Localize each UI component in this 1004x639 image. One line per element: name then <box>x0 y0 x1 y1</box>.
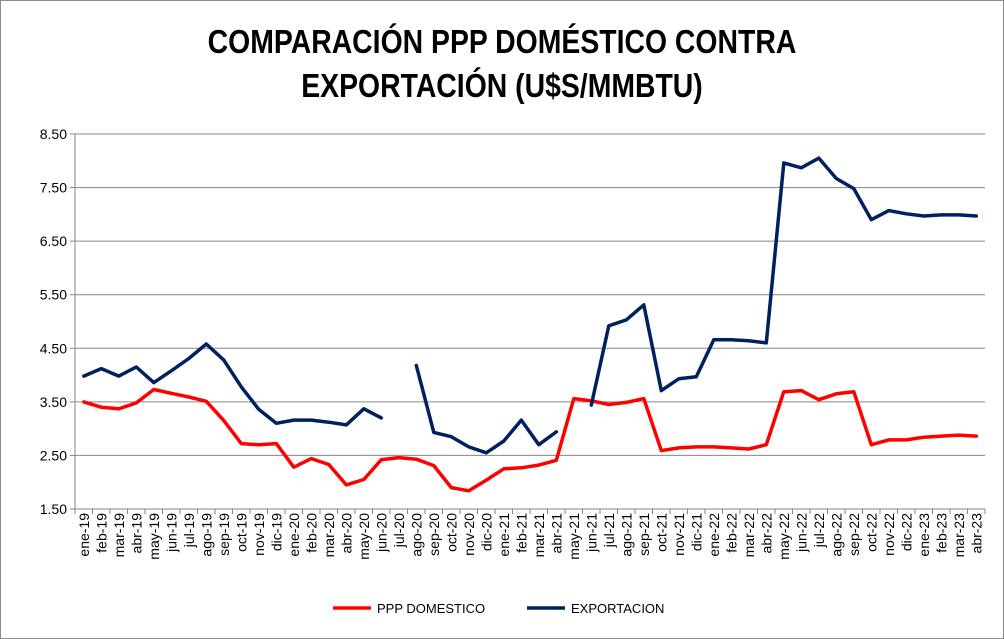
x-tick-label: abr-23 <box>968 513 984 554</box>
x-tick-label: dic-20 <box>478 513 494 551</box>
x-tick-label: ene-23 <box>916 513 932 557</box>
x-tick-label: jul-19 <box>181 513 197 548</box>
x-tick-label: jun-21 <box>583 513 599 553</box>
x-tick-label: jun-19 <box>163 513 179 553</box>
x-tick-label: dic-21 <box>688 513 704 551</box>
x-tick-label: jun-22 <box>793 513 809 553</box>
x-tick-label: may-20 <box>356 513 372 560</box>
x-tick-label: feb-22 <box>723 513 739 553</box>
x-tick-label: may-21 <box>566 513 582 560</box>
x-tick-label: ene-19 <box>76 513 92 557</box>
y-tick-label: 7.50 <box>40 180 67 196</box>
series-line-exportacion <box>589 156 979 407</box>
x-tick-label: oct-21 <box>653 513 669 552</box>
y-tick-label: 8.50 <box>40 126 67 142</box>
x-tick-label: abr-21 <box>548 513 564 554</box>
x-tick-label: ene-21 <box>496 513 512 557</box>
x-tick-label: nov-21 <box>671 513 687 556</box>
chart-title-line-2: EXPORTACIÓN (U$S/MMBTU) <box>301 67 703 104</box>
x-tick-label: ago-20 <box>408 513 424 557</box>
x-tick-label: jul-21 <box>601 513 617 548</box>
x-tick-label: ago-22 <box>828 513 844 557</box>
y-tick-label: 3.50 <box>40 394 67 410</box>
x-tick-label: dic-19 <box>268 513 284 551</box>
x-tick-label: abr-19 <box>128 513 144 554</box>
x-tick-label: mar-21 <box>531 513 547 558</box>
x-tick-label: oct-22 <box>863 513 879 552</box>
chart-title: COMPARACIÓN PPP DOMÉSTICO CONTRA EXPORTA… <box>70 20 933 108</box>
x-tick-label: mar-19 <box>111 513 127 558</box>
x-tick-label: ago-21 <box>618 513 634 557</box>
x-tick-label: jun-20 <box>373 513 389 553</box>
x-tick-label: sep-21 <box>636 513 652 556</box>
x-tick-label: feb-19 <box>93 513 109 553</box>
y-tick-label: 5.50 <box>40 287 67 303</box>
gridlines <box>75 133 985 456</box>
x-tick-label: may-22 <box>776 513 792 560</box>
x-tick-label: jul-22 <box>811 513 827 548</box>
y-tick-label: 1.50 <box>40 501 67 517</box>
x-tick-label: sep-20 <box>426 513 442 556</box>
series-lines <box>82 156 979 493</box>
x-tick-label: nov-20 <box>461 513 477 556</box>
x-tick-label: sep-19 <box>216 513 232 556</box>
x-tick-label: oct-20 <box>443 513 459 552</box>
x-tick-label: jul-20 <box>391 513 407 548</box>
y-axis-tick-labels: 1.50 2.50 3.50 4.50 5.50 6.50 7.50 8.50 <box>40 126 67 517</box>
x-tick-label: mar-20 <box>321 513 337 558</box>
legend-label-ppp-domestico: PPP DOMESTICO <box>377 601 485 616</box>
x-tick-label: oct-19 <box>233 513 249 552</box>
series-line-exportacion <box>82 342 384 427</box>
y-tick-label: 2.50 <box>40 447 67 463</box>
y-tick-label: 6.50 <box>40 233 67 249</box>
x-tick-label: ago-19 <box>198 513 214 557</box>
x-tick-label: sep-22 <box>846 513 862 556</box>
series-line-exportacion <box>414 363 559 455</box>
x-tick-label: mar-23 <box>951 513 967 558</box>
x-tick-label: dic-22 <box>898 513 914 551</box>
x-tick-label: feb-23 <box>933 513 949 553</box>
x-tick-label: nov-19 <box>251 513 267 556</box>
axes <box>70 133 986 514</box>
x-axis-tick-labels: ene-19 feb-19 mar-19 abr-19 may-19 jun-19 jul-… <box>76 513 985 560</box>
x-tick-label: nov-22 <box>881 513 897 556</box>
x-tick-label: feb-21 <box>513 513 529 553</box>
y-tick-label: 4.50 <box>40 340 67 356</box>
x-tick-label: may-19 <box>146 513 162 560</box>
x-tick-label: abr-20 <box>338 513 354 554</box>
legend: PPP DOMESTICO EXPORTACION <box>333 601 664 616</box>
x-tick-label: mar-22 <box>741 513 757 558</box>
legend-label-exportacion: EXPORTACION <box>571 601 664 616</box>
series-line-ppp-domestico <box>82 387 979 493</box>
chart-title-line-1: COMPARACIÓN PPP DOMÉSTICO CONTRA <box>207 23 797 60</box>
x-tick-label: feb-20 <box>303 513 319 553</box>
x-tick-label: ene-20 <box>286 513 302 557</box>
x-tick-label: abr-22 <box>758 513 774 554</box>
x-tick-label: ene-22 <box>706 513 722 557</box>
